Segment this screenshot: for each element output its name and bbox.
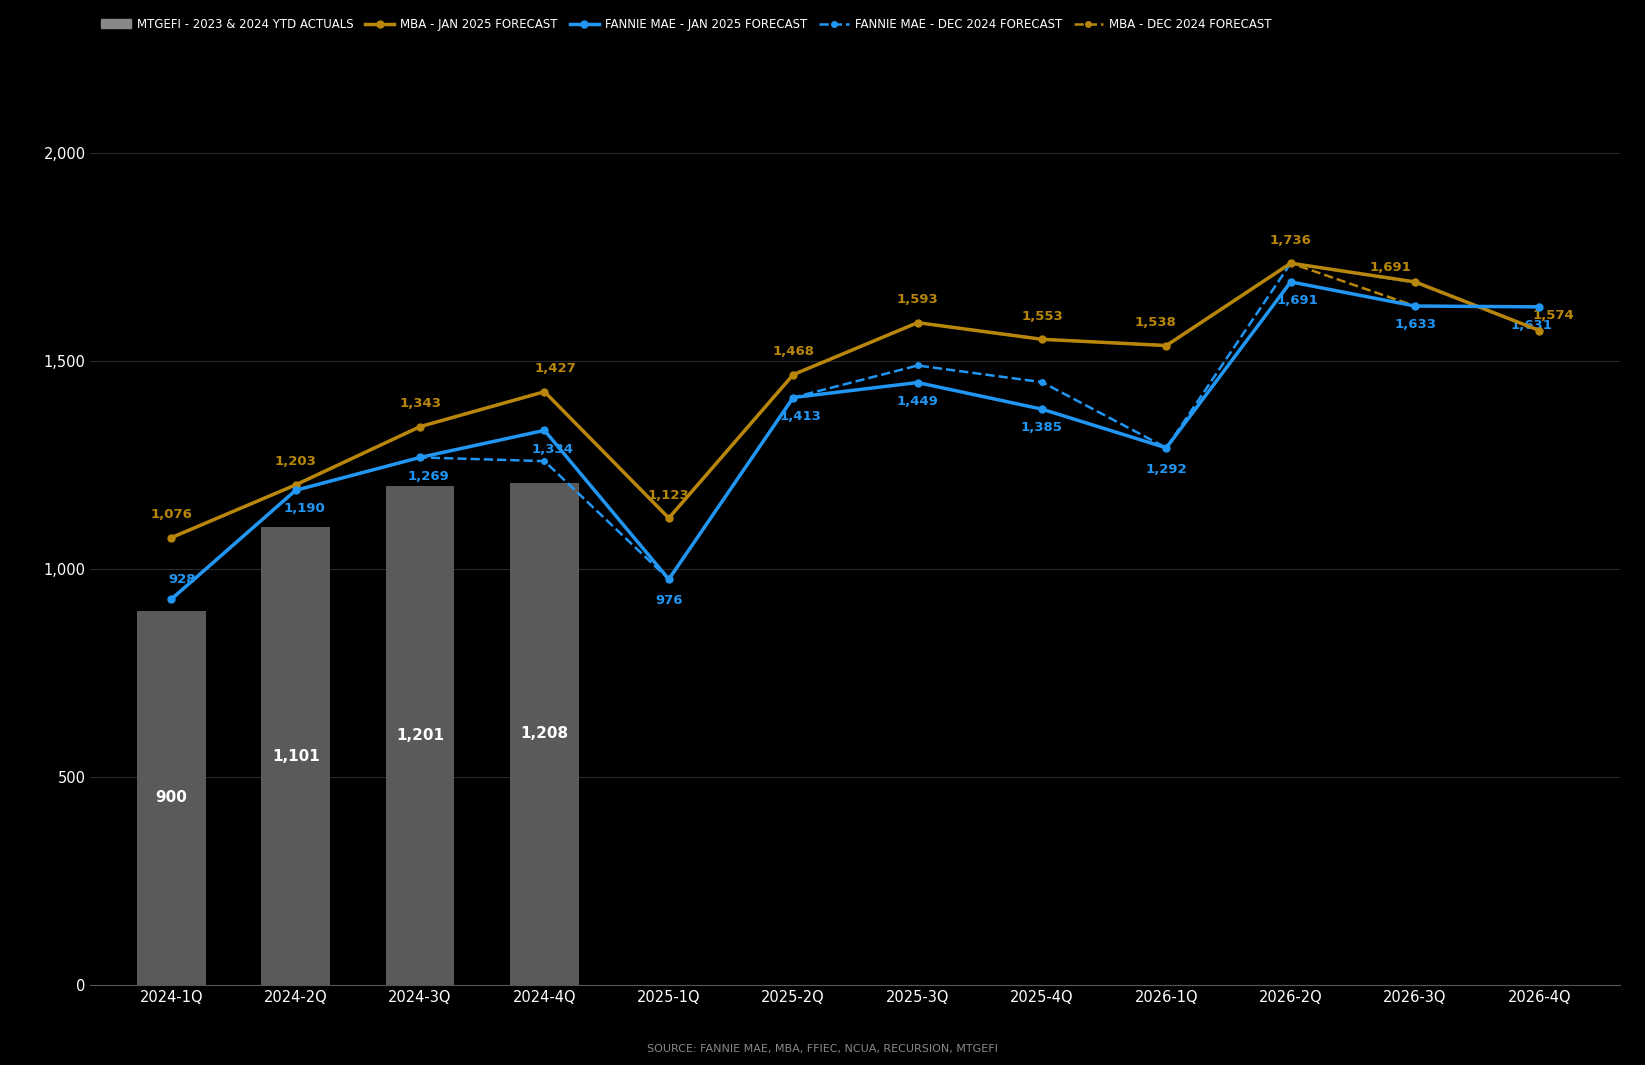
- Text: 1,736: 1,736: [1270, 233, 1311, 247]
- Text: 1,691: 1,691: [1369, 261, 1411, 274]
- Text: 928: 928: [169, 573, 196, 586]
- Text: 1,203: 1,203: [275, 456, 316, 469]
- Text: SOURCE: FANNIE MAE, MBA, FFIEC, NCUA, RECURSION, MTGEFI: SOURCE: FANNIE MAE, MBA, FFIEC, NCUA, RE…: [646, 1044, 999, 1054]
- Text: 1,385: 1,385: [1022, 422, 1063, 435]
- Text: 1,292: 1,292: [1145, 463, 1188, 476]
- Text: 1,123: 1,123: [648, 489, 689, 502]
- Bar: [387, 486, 454, 985]
- Text: 1,631: 1,631: [1510, 320, 1553, 332]
- Text: 1,101: 1,101: [271, 749, 319, 764]
- Bar: [262, 527, 331, 985]
- Text: 1,208: 1,208: [520, 726, 569, 741]
- Text: 1,691: 1,691: [1277, 294, 1319, 307]
- Text: 1,076: 1,076: [150, 508, 192, 521]
- Text: 1,633: 1,633: [1393, 318, 1436, 331]
- Text: 1,413: 1,413: [780, 410, 821, 423]
- Text: 1,468: 1,468: [772, 345, 814, 358]
- Text: 1,334: 1,334: [531, 443, 574, 456]
- Text: 1,574: 1,574: [1533, 310, 1574, 323]
- Text: 1,427: 1,427: [535, 362, 576, 375]
- Text: 1,538: 1,538: [1135, 316, 1176, 329]
- Text: 1,553: 1,553: [1022, 310, 1063, 323]
- Text: 900: 900: [155, 790, 188, 805]
- Text: 1,593: 1,593: [897, 293, 938, 307]
- Text: 1,269: 1,269: [408, 470, 449, 482]
- Bar: [510, 482, 579, 985]
- Text: 976: 976: [655, 594, 683, 607]
- Text: 1,201: 1,201: [396, 727, 444, 743]
- Bar: [137, 611, 206, 985]
- Text: 1,449: 1,449: [897, 395, 939, 408]
- Legend: MTGEFI - 2023 & 2024 YTD ACTUALS, MBA - JAN 2025 FORECAST, FANNIE MAE - JAN 2025: MTGEFI - 2023 & 2024 YTD ACTUALS, MBA - …: [97, 13, 1277, 35]
- Text: 1,190: 1,190: [283, 503, 326, 515]
- Text: 1,343: 1,343: [400, 397, 441, 410]
